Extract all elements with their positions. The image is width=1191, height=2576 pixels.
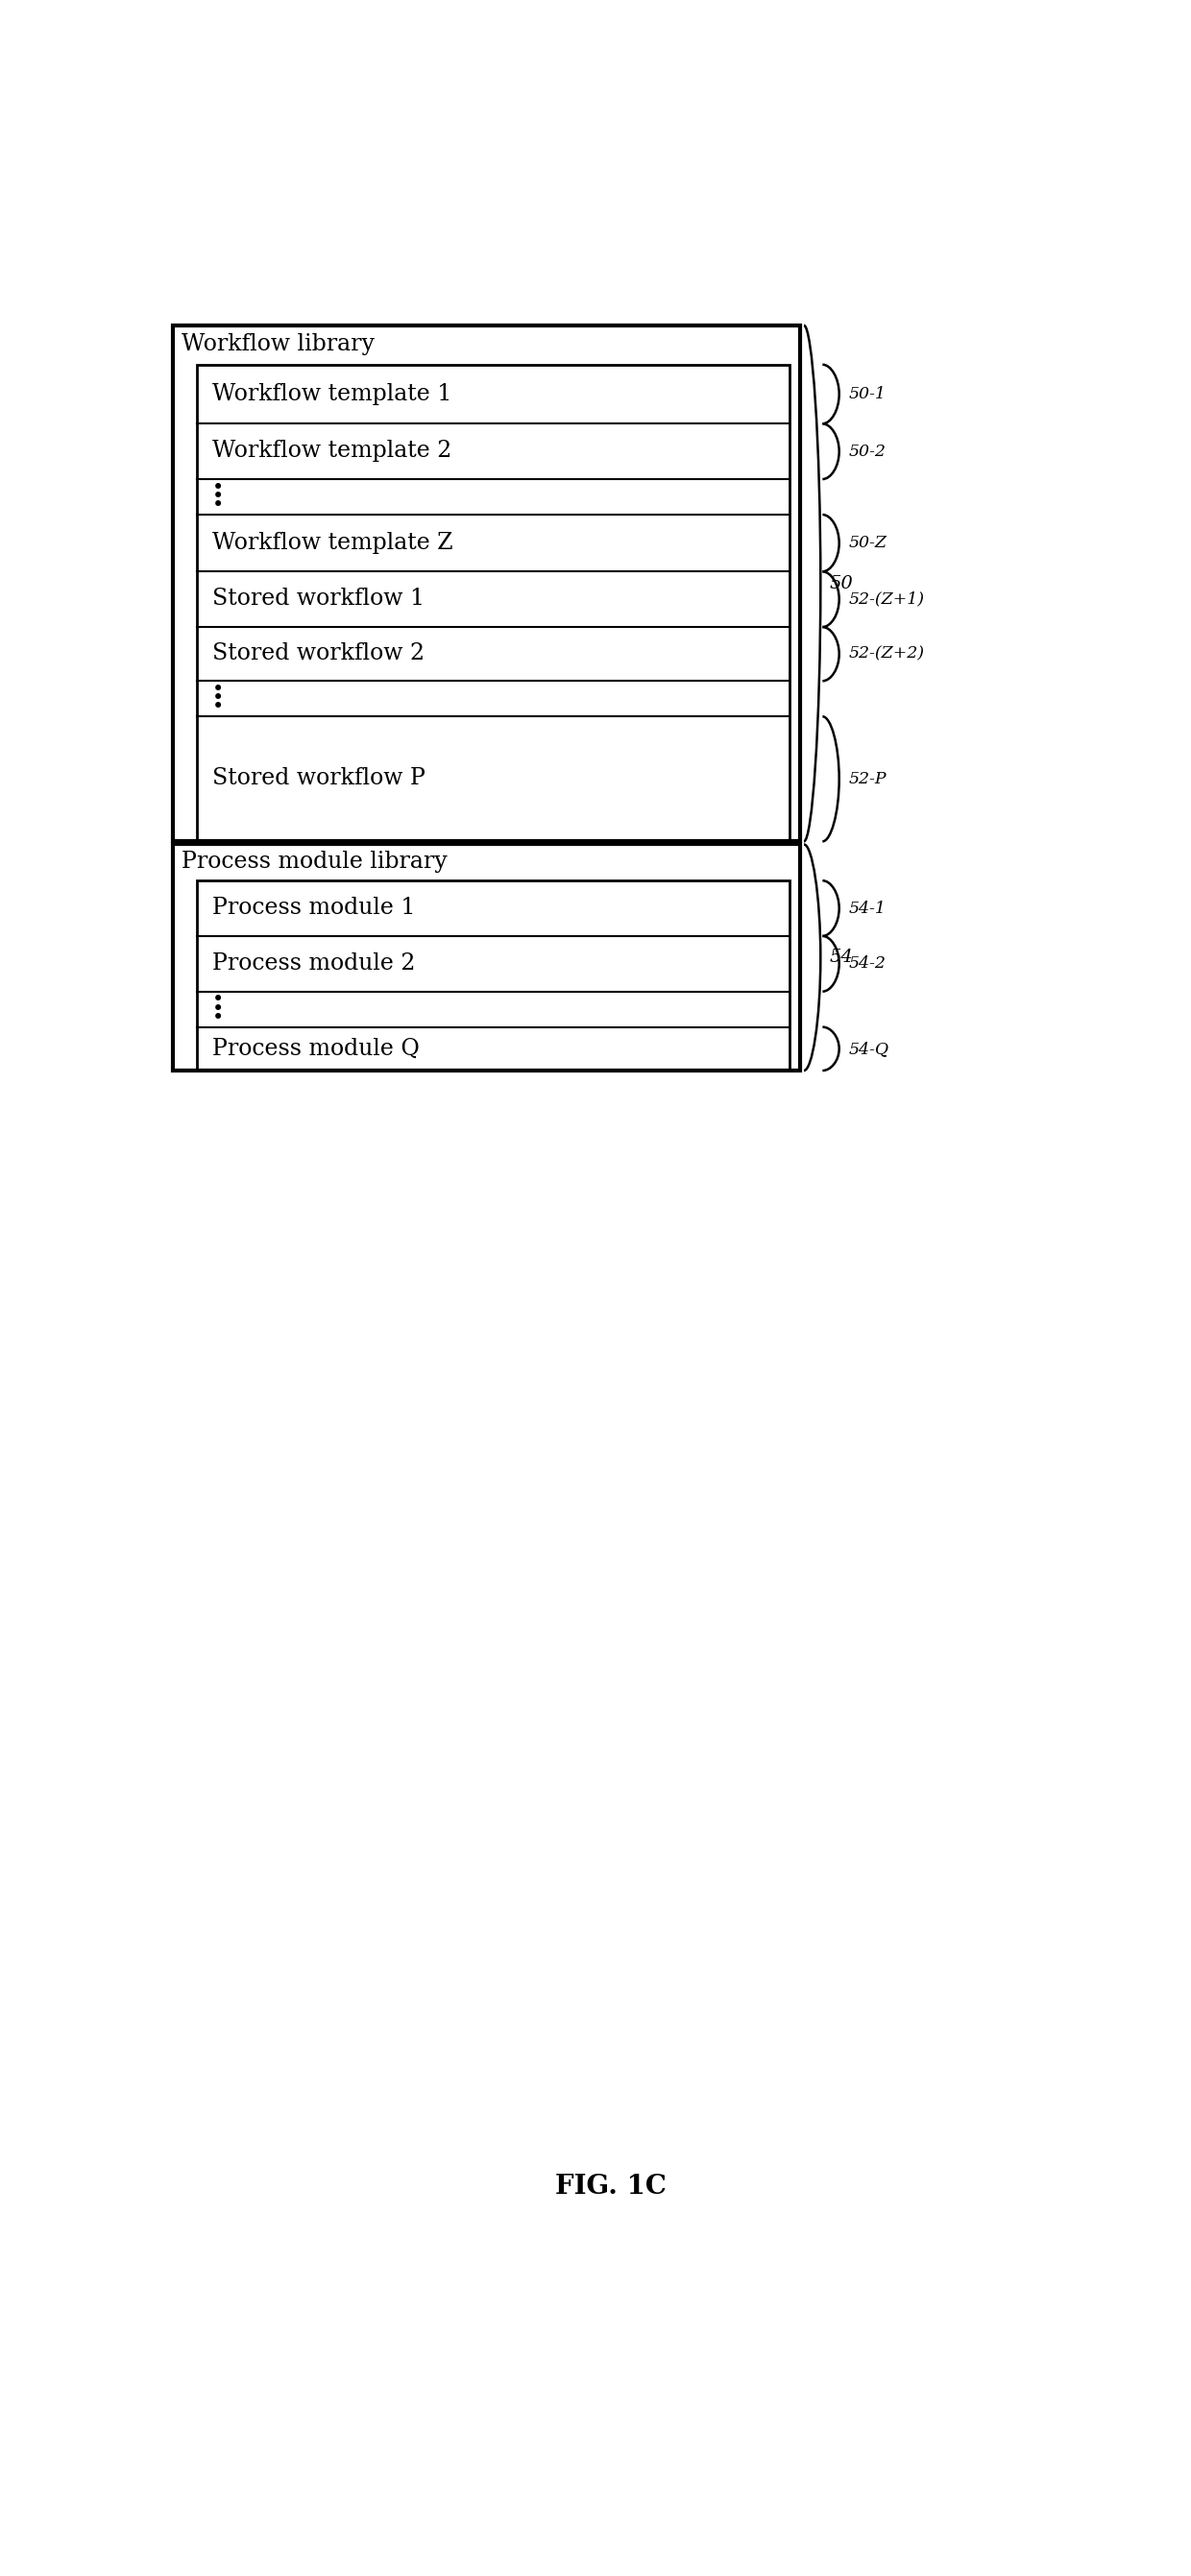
- Text: •: •: [212, 999, 224, 1018]
- Text: •: •: [212, 497, 224, 515]
- Text: Process module Q: Process module Q: [212, 1038, 419, 1059]
- Text: 54: 54: [830, 948, 854, 966]
- Text: •: •: [212, 690, 224, 708]
- Text: Process module 1: Process module 1: [212, 896, 416, 920]
- Text: 54-Q: 54-Q: [848, 1041, 888, 1056]
- Text: Process module library: Process module library: [181, 850, 448, 873]
- Text: Workflow template Z: Workflow template Z: [212, 531, 453, 554]
- Text: Stored workflow P: Stored workflow P: [212, 768, 425, 791]
- Text: 50-2: 50-2: [848, 443, 886, 459]
- Bar: [198, 366, 790, 842]
- Text: 52-P: 52-P: [848, 770, 886, 788]
- Text: Workflow template 1: Workflow template 1: [212, 384, 451, 404]
- Text: •: •: [212, 1010, 224, 1028]
- Text: •: •: [212, 680, 224, 698]
- Text: 54-1: 54-1: [848, 899, 886, 917]
- Text: Process module 2: Process module 2: [212, 953, 416, 974]
- Bar: [198, 881, 790, 1072]
- Text: Stored workflow 1: Stored workflow 1: [212, 587, 424, 611]
- Text: 52-(Z+1): 52-(Z+1): [848, 590, 924, 608]
- Text: 54-2: 54-2: [848, 956, 886, 971]
- Bar: [173, 845, 800, 1072]
- Bar: [173, 325, 800, 842]
- Text: Workflow template 2: Workflow template 2: [212, 440, 451, 461]
- Text: Stored workflow 2: Stored workflow 2: [212, 641, 424, 665]
- Text: 50-1: 50-1: [848, 386, 886, 402]
- Text: FIG. 1C: FIG. 1C: [555, 2174, 666, 2200]
- Text: •: •: [212, 487, 224, 505]
- Text: 50-Z: 50-Z: [848, 536, 887, 551]
- Text: 52-(Z+2): 52-(Z+2): [848, 647, 924, 662]
- Text: •: •: [212, 698, 224, 716]
- Text: Workflow library: Workflow library: [181, 332, 375, 355]
- Text: •: •: [212, 479, 224, 497]
- Text: 50: 50: [830, 574, 854, 592]
- Text: •: •: [212, 992, 224, 1010]
